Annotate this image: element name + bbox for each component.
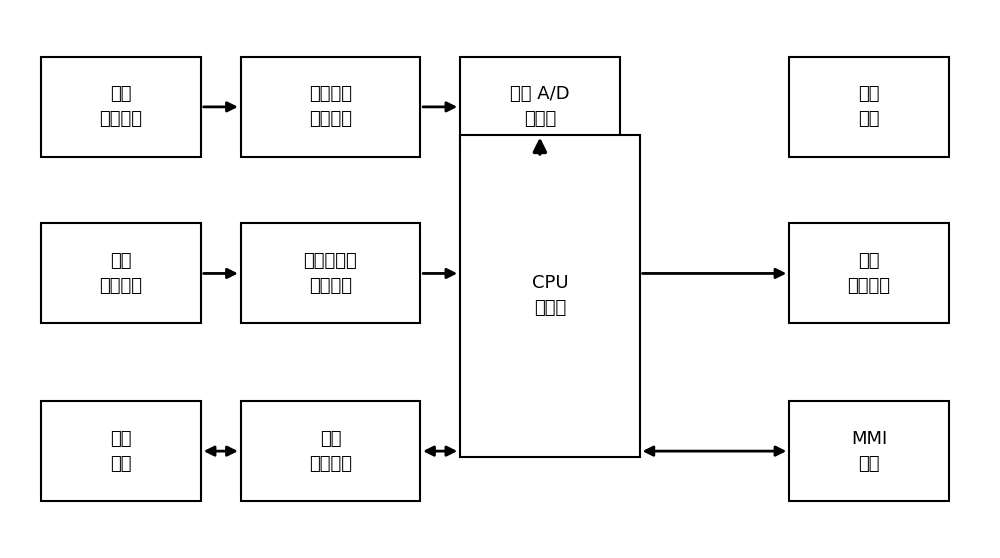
FancyBboxPatch shape xyxy=(241,57,420,157)
Text: 电源
电路: 电源 电路 xyxy=(858,85,880,128)
Text: 设备
开关信号: 设备 开关信号 xyxy=(100,252,143,295)
Text: MMI
电路: MMI 电路 xyxy=(851,430,887,473)
FancyBboxPatch shape xyxy=(241,401,420,501)
Text: 开关量信号
输入电路: 开关量信号 输入电路 xyxy=(304,252,357,295)
Text: CPU
处理器: CPU 处理器 xyxy=(532,274,568,317)
FancyBboxPatch shape xyxy=(41,401,201,501)
FancyBboxPatch shape xyxy=(460,134,640,456)
FancyBboxPatch shape xyxy=(789,57,949,157)
Text: 多路 A/D
转换器: 多路 A/D 转换器 xyxy=(510,85,570,128)
Text: 交流信号
输入电路: 交流信号 输入电路 xyxy=(309,85,352,128)
Text: 支路
交流信号: 支路 交流信号 xyxy=(100,85,143,128)
FancyBboxPatch shape xyxy=(41,223,201,324)
Text: 通讯
接口电路: 通讯 接口电路 xyxy=(309,430,352,473)
Text: 控制
输出电路: 控制 输出电路 xyxy=(847,252,890,295)
FancyBboxPatch shape xyxy=(241,223,420,324)
FancyBboxPatch shape xyxy=(41,57,201,157)
FancyBboxPatch shape xyxy=(789,223,949,324)
FancyBboxPatch shape xyxy=(460,57,620,157)
Text: 外部
通讯: 外部 通讯 xyxy=(110,430,132,473)
FancyBboxPatch shape xyxy=(789,401,949,501)
